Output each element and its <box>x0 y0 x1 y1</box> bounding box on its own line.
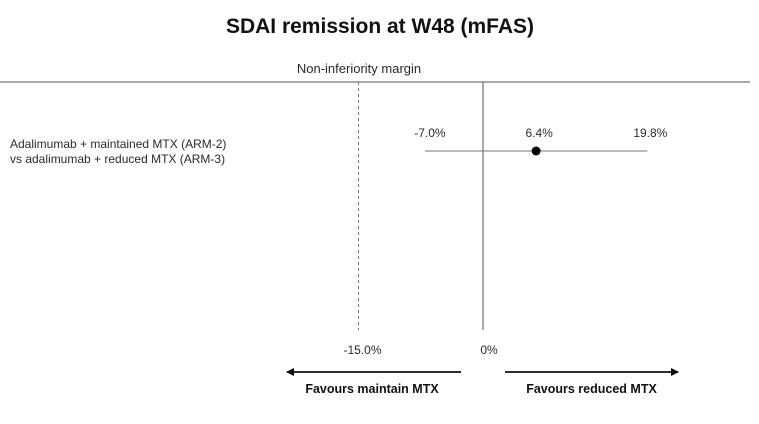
comparison-label-line1: Adalimumab + maintained MTX (ARM-2) <box>10 137 226 151</box>
x-tick-label-zero: 0% <box>480 343 498 357</box>
x-tick-label-margin: -15.0% <box>343 343 381 357</box>
estimate-label: 6.4% <box>525 126 553 140</box>
comparison-label-line2: vs adalimumab + reduced MTX (ARM-3) <box>10 152 225 166</box>
ci-upper-label: 19.8% <box>633 126 667 140</box>
ci-lower-label: -7.0% <box>414 126 446 140</box>
non-inferiority-margin-label: Non-inferiority margin <box>297 61 421 76</box>
point-estimate-marker <box>531 146 541 156</box>
favours-left-label: Favours maintain MTX <box>305 382 439 396</box>
chart-title: SDAI remission at W48 (mFAS) <box>226 15 534 38</box>
favours-right-label: Favours reduced MTX <box>526 382 657 396</box>
